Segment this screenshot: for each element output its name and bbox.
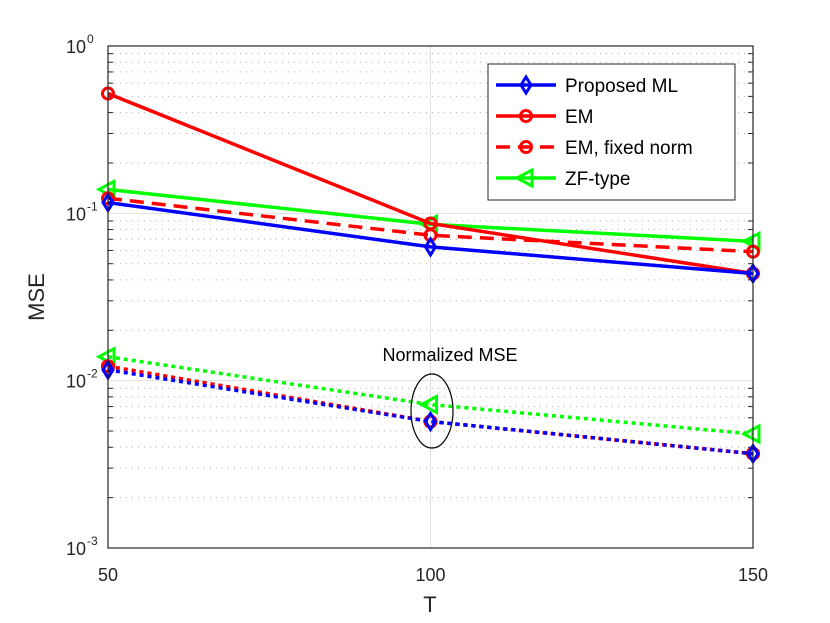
y-axis-label: MSE	[24, 273, 49, 321]
annotation-normalized-mse: Normalized MSE	[382, 345, 517, 365]
y-tick-label: 10	[66, 372, 86, 392]
marker-triangle-left	[740, 423, 761, 445]
marker-diamond	[519, 74, 533, 96]
series-layer	[95, 86, 761, 465]
series-line	[107, 200, 754, 276]
axes-box	[107, 45, 754, 549]
series-line	[107, 91, 754, 276]
marker-triangle-left	[418, 394, 438, 416]
x-axis-label: T	[423, 592, 436, 617]
y-tick-exponent: -2	[87, 367, 98, 381]
legend-label: EM, fixed norm	[565, 138, 693, 159]
marker-circle	[519, 109, 533, 123]
y-tick-exponent: -1	[87, 199, 98, 213]
x-tick-label: 100	[415, 565, 445, 585]
legend-entry: EM, fixed norm	[496, 138, 693, 159]
y-tick-exponent: 0	[87, 32, 94, 46]
y-tick-label: 10	[66, 204, 86, 224]
legend-entry: EM	[496, 107, 594, 128]
x-tick-label: 150	[738, 565, 768, 585]
legend-label: EM	[565, 107, 594, 128]
legend-entry: Proposed ML	[496, 74, 678, 97]
marker-diamond	[423, 410, 438, 433]
marker-circle	[519, 140, 533, 154]
legend-label: Proposed ML	[565, 76, 678, 97]
legend-label: ZF-type	[565, 169, 630, 190]
series-proposed-ml	[101, 191, 760, 285]
series-line	[107, 196, 754, 254]
marker-circle	[423, 216, 438, 231]
legend-entry: ZF-type	[496, 167, 630, 190]
annotation-ellipse	[410, 373, 454, 449]
legend: Proposed ML EM EM, fixed norm ZF-type	[487, 63, 736, 201]
x-tick-label: 50	[98, 565, 118, 585]
y-tick-label: 10	[66, 37, 86, 57]
y-tick-exponent: -3	[87, 534, 98, 548]
y-tick-label: 10	[66, 539, 86, 559]
marker-diamond	[423, 236, 438, 258]
marker-triangle-left	[513, 167, 534, 189]
